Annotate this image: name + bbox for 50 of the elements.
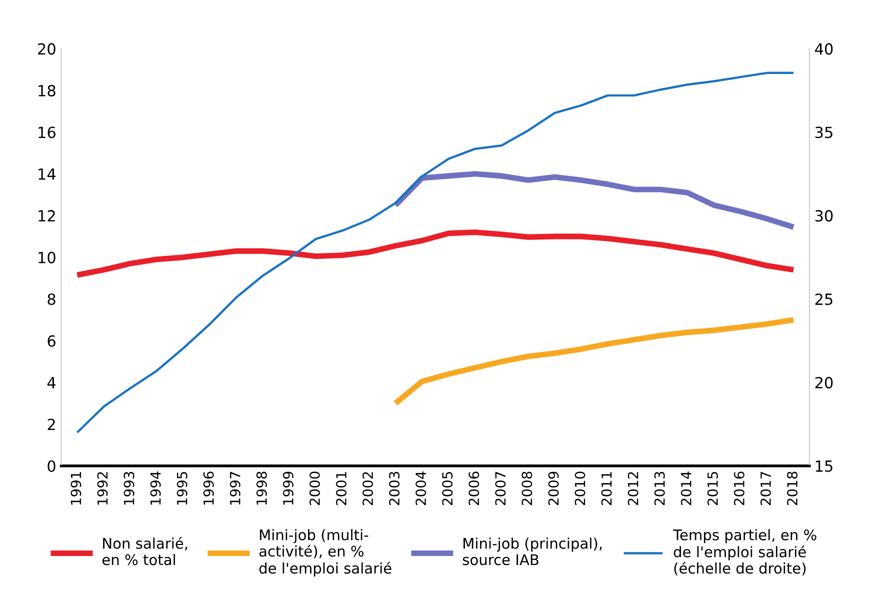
y-tick-label: 8: [48, 293, 56, 306]
y-tick-label: 16: [38, 126, 56, 138]
x-tick-label: 2008: [522, 472, 532, 506]
x-tick-label: 2002: [362, 472, 374, 506]
y-tick-label: 20: [38, 43, 56, 55]
x-tick-label: 1999: [282, 472, 294, 505]
x-tick-label: 2013: [654, 472, 665, 506]
x-tick-label: 2011: [601, 472, 612, 506]
y-tick-label: 14: [38, 168, 56, 180]
y2-tick-label: 30: [815, 210, 833, 222]
x-tick-label: 2015: [707, 472, 718, 506]
y-tick-label: 18: [38, 84, 56, 96]
x-tick-label: 1991: [70, 472, 82, 505]
y-tick-label: 6: [48, 335, 56, 347]
x-tick-label: 2006: [468, 472, 480, 506]
x-tick-label: 2016: [734, 472, 744, 506]
x-tick-label: 2003: [389, 472, 400, 506]
x-tick-label: 2009: [548, 472, 559, 506]
x-tick-label: 1992: [97, 472, 108, 505]
y2-tick-label: 40: [814, 43, 833, 55]
y2-tick-label: 20: [815, 376, 833, 388]
x-tick-label: 1993: [124, 472, 134, 505]
x-tick-label: 2014: [680, 472, 692, 506]
x-tick-label: 1994: [150, 472, 161, 505]
y2-tick-label: 35: [815, 126, 832, 138]
legend-label: Non salarié, en % total: [102, 537, 188, 566]
y-tick-label: 12: [38, 210, 55, 222]
y2-tick-label: 15: [816, 460, 832, 472]
y-tick-label: 10: [38, 252, 56, 264]
x-tick-label: 1995: [176, 472, 188, 505]
y-tick-label: 2: [48, 418, 55, 430]
line-series: [76, 72, 795, 434]
x-tick-label: 1996: [203, 472, 214, 505]
legend-label: Mini-job (principal), source IAB: [462, 538, 602, 566]
x-tick-label: 2018: [786, 472, 798, 506]
x-tick-label: 2017: [760, 472, 771, 506]
y2-tick-label: 25: [815, 293, 832, 306]
x-tick-label: 2004: [416, 472, 426, 506]
x-tick-label: 1998: [256, 472, 267, 505]
x-tick-label: 2010: [574, 472, 586, 506]
x-tick-label: 2000: [309, 472, 320, 506]
x-tick-label: 1997: [230, 472, 240, 505]
x-tick-label: 2005: [442, 472, 453, 506]
y-tick-label: 4: [47, 377, 56, 388]
x-tick-label: 2007: [495, 472, 506, 506]
y-tick-label: 0: [48, 460, 56, 472]
legend-label: Temps partiel, en % de l'emploi salarié (échelle de droite): [672, 529, 816, 576]
x-tick-label: 2001: [336, 472, 346, 506]
x-tick-label: 2012: [628, 472, 638, 506]
legend-label: Mini-job (multi- activité), en % de l'emploi salarié: [259, 529, 392, 577]
